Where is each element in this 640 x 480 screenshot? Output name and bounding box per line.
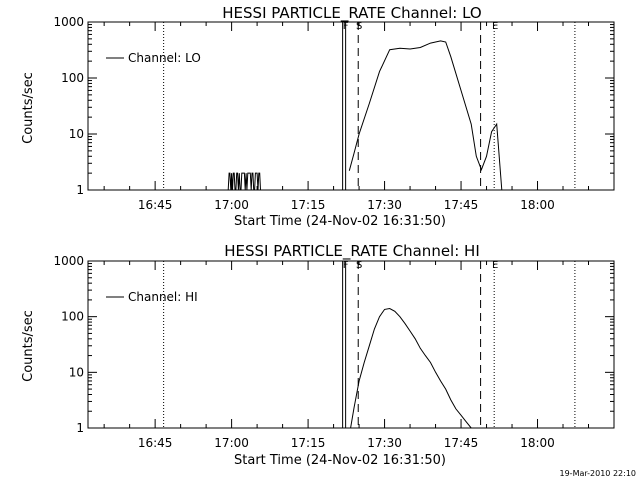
panel-hi: HESSI PARTICLE_RATE Channel: HI Start Ti…	[21, 242, 615, 468]
y-tick-label: 1	[76, 183, 84, 197]
x-tick-label: 16:45	[138, 436, 173, 450]
x-tick-label: 18:00	[520, 436, 555, 450]
data-line	[348, 40, 503, 190]
legend-label: Channel: LO	[128, 51, 201, 65]
y-tick-label: 10	[69, 127, 84, 141]
y-axis-label: Counts/sec	[21, 310, 36, 382]
x-tick-label: 17:45	[444, 198, 479, 212]
chart-title: HESSI PARTICLE_RATE Channel: HI	[224, 242, 480, 261]
chart-title: HESSI PARTICLE_RATE Channel: LO	[222, 4, 481, 23]
y-axis-label: Counts/sec	[21, 72, 36, 144]
marker-label: E	[492, 260, 498, 271]
y-tick-label: 10	[69, 365, 84, 379]
data-line	[350, 307, 472, 428]
marker-label: S	[356, 260, 362, 271]
x-tick-label: 17:45	[444, 436, 479, 450]
x-tick-label: 17:15	[291, 198, 326, 212]
footer-timestamp: 19-Mar-2010 22:10	[560, 469, 637, 478]
marker-label: F	[343, 21, 349, 32]
legend-label: Channel: HI	[128, 290, 198, 304]
data-line	[227, 172, 262, 190]
y-tick-label: 100	[61, 310, 84, 324]
marker-label: F	[343, 260, 349, 271]
panel-lo: HESSI PARTICLE_RATE Channel: LO Start Ti…	[21, 4, 615, 229]
plot-frame	[87, 21, 615, 191]
x-tick-label: 17:15	[291, 436, 326, 450]
y-tick-label: 1000	[53, 254, 84, 268]
marker-label: E	[492, 21, 498, 32]
marker-label: S	[356, 21, 362, 32]
plot-frame	[87, 260, 615, 429]
x-axis-label: Start Time (24-Nov-02 16:31:50)	[234, 214, 446, 229]
x-tick-label: 16:45	[138, 198, 173, 212]
y-tick-label: 1000	[53, 15, 84, 29]
x-tick-label: 18:00	[520, 198, 555, 212]
x-tick-label: 17:30	[367, 198, 402, 212]
x-tick-label: 17:00	[214, 436, 249, 450]
x-tick-label: 17:30	[367, 436, 402, 450]
y-tick-label: 100	[61, 71, 84, 85]
x-tick-label: 17:00	[214, 198, 249, 212]
y-tick-label: 1	[76, 421, 84, 435]
x-axis-label: Start Time (24-Nov-02 16:31:50)	[234, 453, 446, 468]
